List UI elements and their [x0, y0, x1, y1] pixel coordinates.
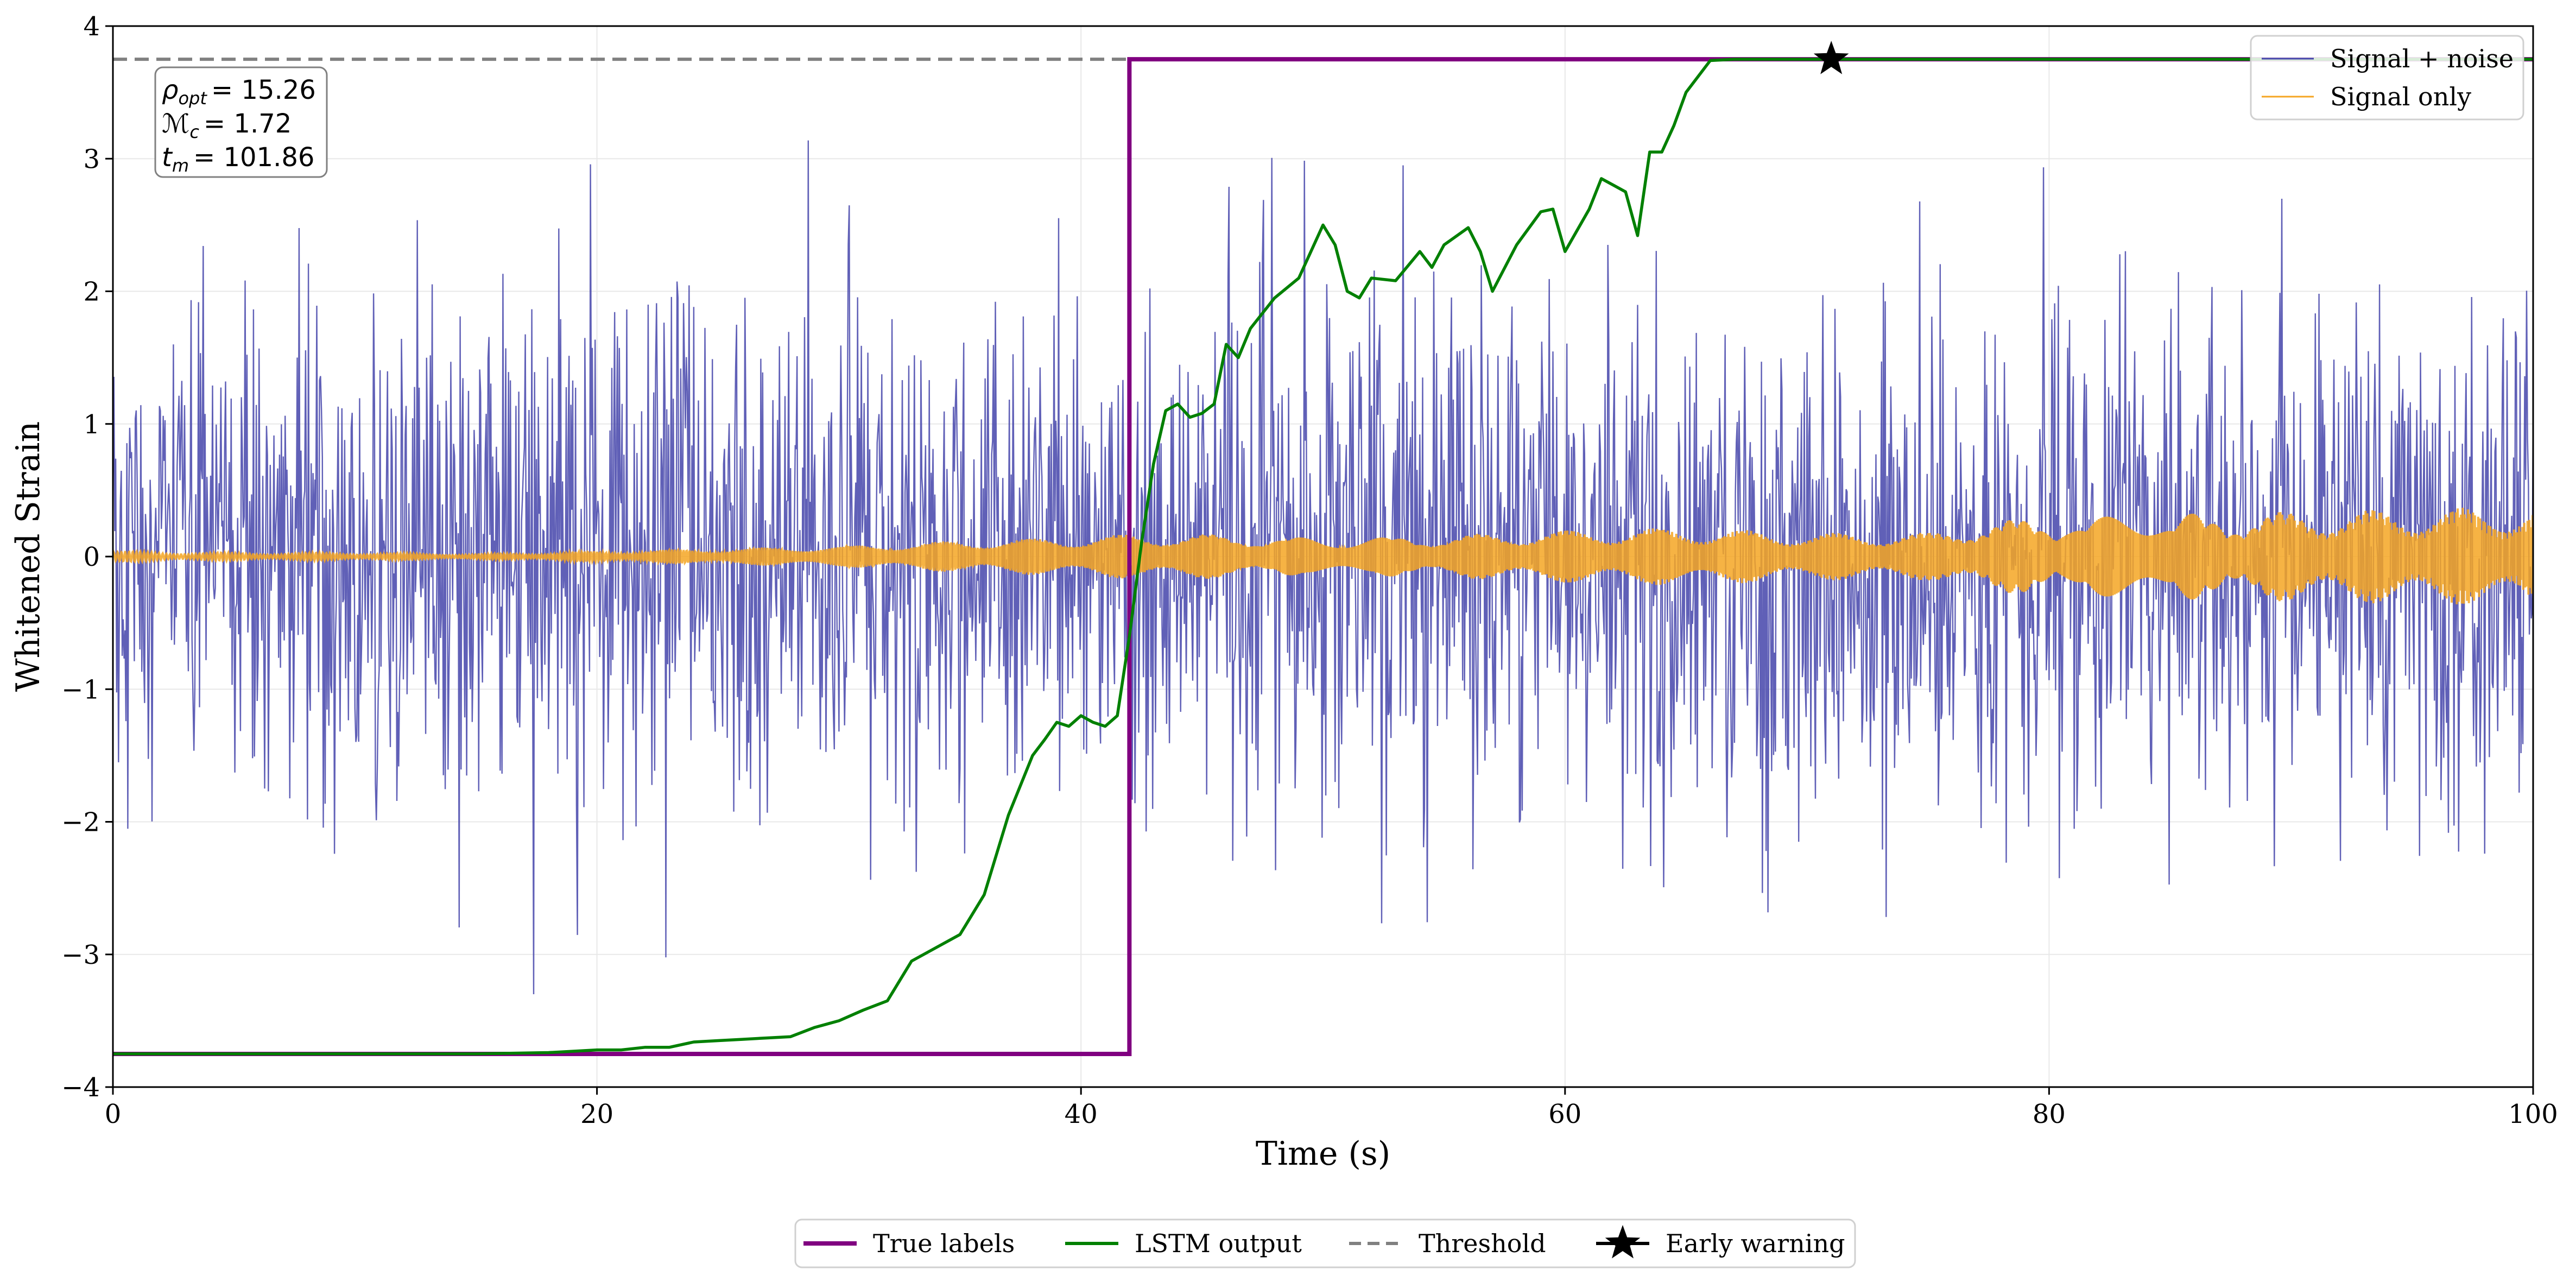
x-tick-label: 80	[2033, 1099, 2066, 1129]
y-tick-label: −2	[61, 807, 100, 838]
x-tick-label: 60	[1548, 1099, 1581, 1129]
stats-box: ρopt = 15.26 ℳc = 1.72 tm = 101.86	[154, 66, 328, 178]
legend-outer: True labels LSTM output Threshold Early …	[794, 1218, 1856, 1268]
stats-rho-value: = 15.26	[211, 75, 316, 105]
stats-mc: ℳc = 1.72	[162, 109, 292, 142]
stats-box-frame	[154, 66, 328, 178]
x-axis-label: Time (s)	[1256, 1135, 1390, 1173]
y-tick-label: 0	[83, 542, 100, 572]
y-axis-label: Whitened Strain	[9, 421, 47, 692]
x-tick-label: 100	[2508, 1099, 2558, 1129]
legend-threshold-label: Threshold	[1419, 1229, 1546, 1258]
stats-tm-subscript: m	[172, 155, 189, 176]
x-tick-label: 0	[105, 1099, 122, 1129]
stats-mc-symbol: ℳ	[162, 109, 189, 139]
stats-mc-value: = 1.72	[204, 109, 292, 139]
y-tick-label: −3	[61, 940, 100, 970]
stats-tm-symbol: t	[162, 142, 173, 173]
stats-rho-symbol: ρ	[162, 75, 178, 105]
x-axis: 0 20 40 60 80 100	[105, 1087, 2558, 1129]
stats-mc-subscript: c	[189, 122, 199, 142]
y-tick-label: 2	[83, 277, 100, 307]
x-tick-label: 20	[580, 1099, 613, 1129]
y-tick-label: −4	[61, 1072, 100, 1103]
stats-rho: ρopt = 15.26	[162, 75, 316, 109]
legend-signal-only-label: Signal only	[2330, 82, 2471, 111]
lstm-output-series	[113, 58, 2533, 1056]
legend-lstm-label: LSTM output	[1135, 1229, 1302, 1258]
y-axis: −4 −3 −2 −1 0 1 2 3 4	[61, 11, 113, 1103]
y-tick-label: −1	[61, 674, 100, 705]
legend-true-labels-label: True labels	[873, 1229, 1015, 1258]
stats-tm: tm = 101.86	[162, 142, 314, 176]
early-warning-marker	[1813, 41, 1849, 74]
legend-inner-frame	[2250, 35, 2524, 121]
y-tick-label: 3	[83, 144, 100, 174]
legend-signal-noise-label: Signal + noise	[2330, 44, 2514, 73]
y-tick-label: 4	[83, 11, 100, 42]
signal-noise-series	[113, 140, 2533, 995]
signal-only-series	[113, 508, 2533, 604]
stats-rho-subscript: opt	[178, 88, 207, 109]
legend-inner: Signal + noise Signal only	[2250, 35, 2524, 121]
stats-tm-value: = 101.86	[193, 142, 314, 173]
y-tick-label: 1	[83, 409, 100, 440]
legend-early-warning-star-icon	[1605, 1225, 1641, 1259]
x-tick-label: 40	[1065, 1099, 1098, 1129]
legend-outer-frame	[794, 1218, 1856, 1268]
legend-early-warning-label: Early warning	[1666, 1229, 1845, 1258]
